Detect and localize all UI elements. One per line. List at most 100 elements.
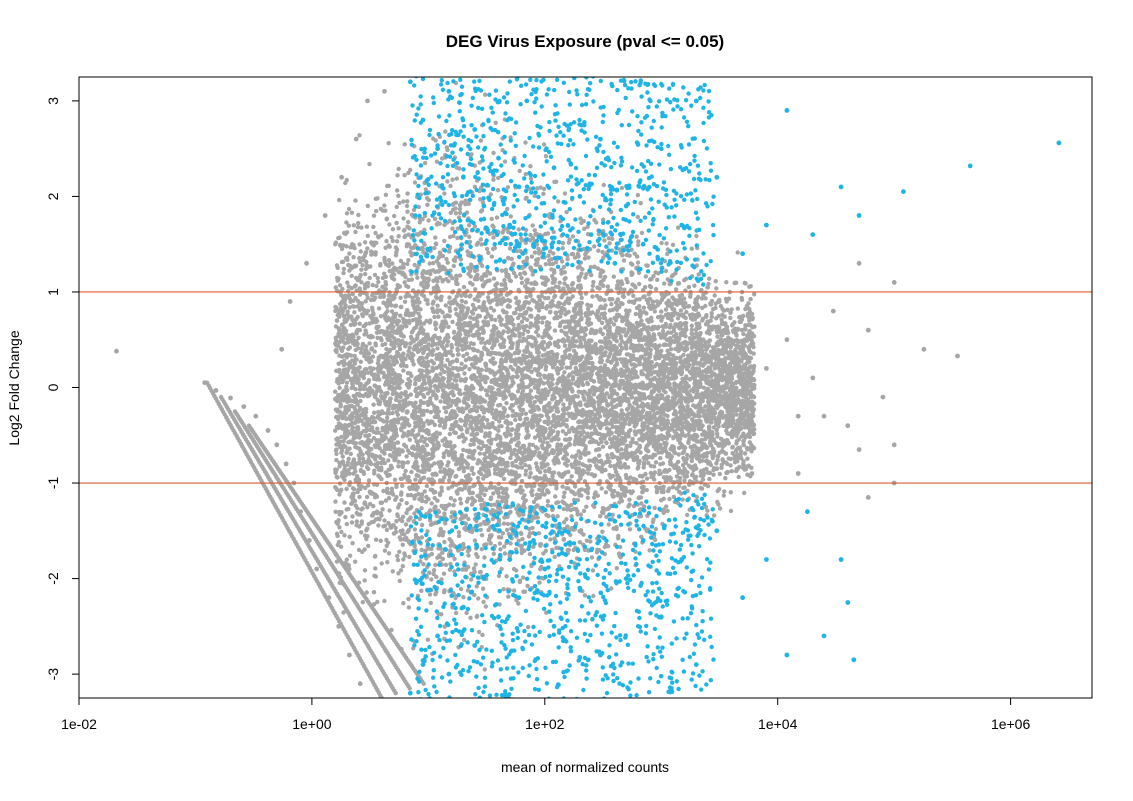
background-point (360, 452, 365, 457)
background-point (363, 299, 368, 304)
background-point (711, 513, 717, 518)
background-point (434, 574, 439, 580)
background-point (478, 237, 484, 242)
background-point (741, 331, 746, 337)
background-point (585, 224, 590, 229)
background-point (562, 461, 568, 466)
chart-title: DEG Virus Exposure (pval <= 0.05) (446, 32, 724, 51)
background-point (665, 508, 670, 514)
background-point (393, 529, 399, 535)
background-point (543, 154, 549, 159)
background-point (419, 547, 424, 553)
background-point (455, 302, 460, 307)
background-point (413, 381, 418, 386)
background-point (590, 368, 595, 373)
background-point (407, 554, 412, 560)
background-point (397, 452, 402, 457)
background-point (505, 185, 511, 190)
background-point (467, 234, 472, 239)
background-point (406, 219, 411, 225)
background-point (616, 536, 621, 541)
background-point (714, 286, 719, 291)
background-point (405, 209, 410, 214)
background-point (431, 568, 437, 573)
background-point (575, 265, 581, 270)
background-point (501, 476, 507, 482)
background-point (383, 192, 389, 197)
background-point (357, 494, 362, 500)
background-point (633, 285, 638, 290)
background-point (379, 561, 384, 566)
background-point (364, 224, 369, 229)
background-point (728, 508, 734, 514)
background-point (527, 474, 532, 480)
background-point (447, 249, 452, 254)
background-point (489, 254, 494, 259)
background-point (653, 526, 659, 532)
background-point (635, 192, 641, 198)
background-point (376, 523, 381, 528)
background-point (652, 505, 657, 511)
background-point (404, 324, 409, 329)
background-point (341, 266, 347, 272)
background-point (729, 323, 735, 328)
background-point (586, 316, 592, 322)
background-point (424, 494, 429, 500)
background-point (694, 325, 700, 330)
background-point (532, 228, 537, 233)
background-point (555, 514, 560, 519)
background-point (434, 296, 439, 301)
background-point (480, 586, 486, 591)
background-point (596, 248, 601, 253)
background-point (376, 235, 381, 240)
background-point (618, 336, 624, 341)
background-point (436, 314, 441, 319)
background-point (585, 466, 591, 472)
background-point (587, 458, 592, 463)
background-point (426, 218, 431, 223)
background-point (440, 310, 445, 315)
background-point (406, 258, 411, 263)
background-point (483, 604, 488, 609)
background-point (394, 220, 399, 226)
background-point (559, 365, 564, 370)
background-point (562, 490, 567, 495)
background-point (528, 388, 534, 393)
background-point (441, 571, 447, 576)
background-point (379, 476, 384, 482)
background-point (484, 376, 489, 381)
background-point (398, 313, 403, 318)
background-point (559, 259, 565, 264)
background-point (562, 454, 567, 459)
background-point (455, 235, 460, 241)
background-point (520, 331, 526, 337)
background-point (392, 477, 398, 482)
background-point (528, 176, 534, 181)
background-point (405, 261, 410, 267)
background-point (501, 521, 507, 526)
background-point (532, 451, 537, 456)
background-point (607, 445, 613, 450)
background-point (561, 536, 566, 542)
background-point (511, 588, 517, 593)
background-point (581, 508, 587, 514)
background-point (363, 328, 368, 333)
background-point (635, 214, 640, 220)
background-point (360, 506, 365, 511)
background-point (478, 527, 483, 533)
background-point (397, 200, 402, 206)
background-point (343, 180, 348, 186)
background-point (431, 268, 436, 273)
background-point (498, 547, 503, 552)
background-point (409, 277, 414, 282)
background-point (373, 537, 379, 542)
background-point (472, 538, 478, 543)
background-point (476, 596, 481, 601)
background-point (452, 258, 457, 264)
background-point (564, 517, 569, 522)
background-point (638, 201, 643, 206)
background-point (337, 197, 342, 203)
background-point (674, 486, 679, 491)
background-point (450, 202, 456, 207)
background-point (603, 490, 609, 495)
